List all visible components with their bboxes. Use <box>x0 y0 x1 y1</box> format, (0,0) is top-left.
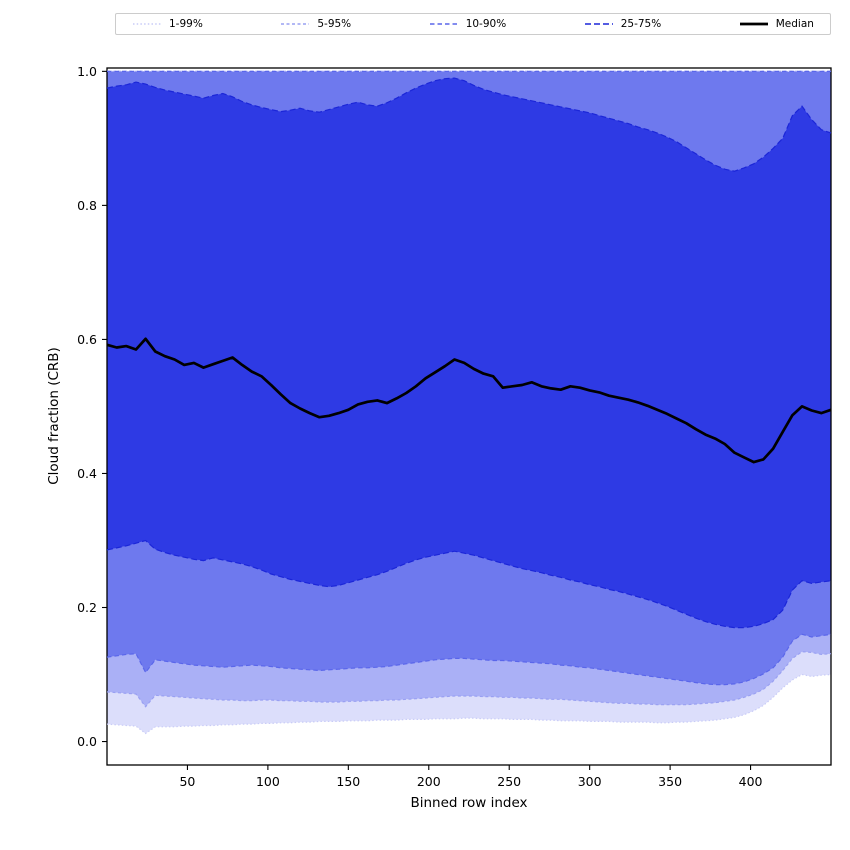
band-lower-edge-1-99% <box>106 673 832 735</box>
legend-label-5-95%: 5-95% <box>317 18 352 30</box>
legend-entry-1-99%: 1-99% <box>132 18 203 30</box>
x-tick-label: 150 <box>336 774 360 789</box>
y-tick-label: 0.6 <box>77 332 97 347</box>
legend-line-sample-10-90% <box>429 23 458 25</box>
legend-line-sample-25-75% <box>584 23 613 25</box>
legend-entry-5-95%: 5-95% <box>280 18 351 30</box>
legend-label-Median: Median <box>775 18 814 30</box>
legend-line-sample-5-95% <box>281 23 310 25</box>
x-tick-label: 50 <box>179 774 195 789</box>
y-tick-label: 0.0 <box>77 734 97 749</box>
legend-label-25-75%: 25-75% <box>620 18 662 30</box>
band-lower-edge-5-95% <box>106 651 832 708</box>
legend-entry-25-75%: 25-75% <box>584 18 662 30</box>
chart-layers: 50 100 150 200 250 300 350 400 0.0 0.2 0.4 0.6 0.8 1.… <box>77 64 832 789</box>
y-tick-label: 0.8 <box>77 198 97 213</box>
legend-entry-Median: Median <box>739 18 814 30</box>
x-tick-label: 100 <box>256 774 280 789</box>
median-line <box>106 337 832 464</box>
legend-label-1-99%: 1-99% <box>169 18 203 30</box>
y-tick-label: 0.4 <box>77 466 97 481</box>
band-fill-25-75% <box>107 78 831 628</box>
y-tick-label: 1.0 <box>77 64 97 79</box>
chart-legend: 1-99% 5-95% 10-90% 25-75% Median <box>115 13 831 35</box>
legend-label-10-90%: 10-90% <box>465 18 507 30</box>
x-tick-label: 400 <box>739 774 763 789</box>
axes-spines <box>106 67 832 766</box>
legend-line-sample-1-99% <box>133 23 161 25</box>
x-tick-label: 200 <box>417 774 441 789</box>
y-axis-label: Cloud fraction (CRB) <box>46 347 62 485</box>
x-tick-label: 250 <box>497 774 521 789</box>
band-lower-edge-25-75% <box>106 539 832 629</box>
legend-line-sample-Median <box>739 22 768 26</box>
band-lower-edge-10-90% <box>106 633 832 686</box>
x-axis-label: Binned row index <box>410 795 527 811</box>
band-upper-edge-25-75% <box>106 77 832 172</box>
x-tick-label: 300 <box>578 774 602 789</box>
legend-entry-10-90%: 10-90% <box>429 18 507 30</box>
y-tick-label: 0.2 <box>77 600 97 615</box>
x-tick-label: 350 <box>658 774 682 789</box>
